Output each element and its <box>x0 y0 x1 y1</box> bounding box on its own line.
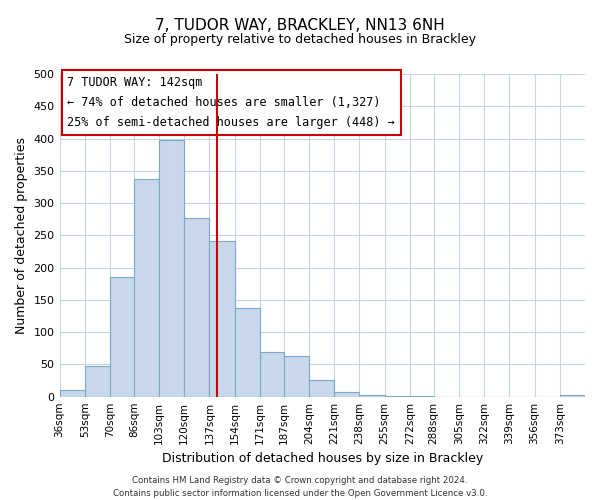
Y-axis label: Number of detached properties: Number of detached properties <box>15 137 28 334</box>
X-axis label: Distribution of detached houses by size in Brackley: Distribution of detached houses by size … <box>161 452 483 465</box>
Bar <box>159 140 184 396</box>
Bar <box>184 218 209 396</box>
Bar <box>110 278 134 396</box>
Bar <box>235 308 260 396</box>
Text: Size of property relative to detached houses in Brackley: Size of property relative to detached ho… <box>124 32 476 46</box>
Bar <box>334 392 359 396</box>
Bar <box>85 366 110 396</box>
Bar <box>209 241 235 396</box>
Text: 7, TUDOR WAY, BRACKLEY, NN13 6NH: 7, TUDOR WAY, BRACKLEY, NN13 6NH <box>155 18 445 32</box>
Bar <box>284 356 309 397</box>
Text: Contains HM Land Registry data © Crown copyright and database right 2024.
Contai: Contains HM Land Registry data © Crown c… <box>113 476 487 498</box>
Bar <box>59 390 85 396</box>
Bar <box>359 394 385 396</box>
Text: 7 TUDOR WAY: 142sqm
← 74% of detached houses are smaller (1,327)
25% of semi-det: 7 TUDOR WAY: 142sqm ← 74% of detached ho… <box>67 76 395 128</box>
Bar <box>134 178 159 396</box>
Bar <box>309 380 334 396</box>
Bar <box>260 352 284 397</box>
